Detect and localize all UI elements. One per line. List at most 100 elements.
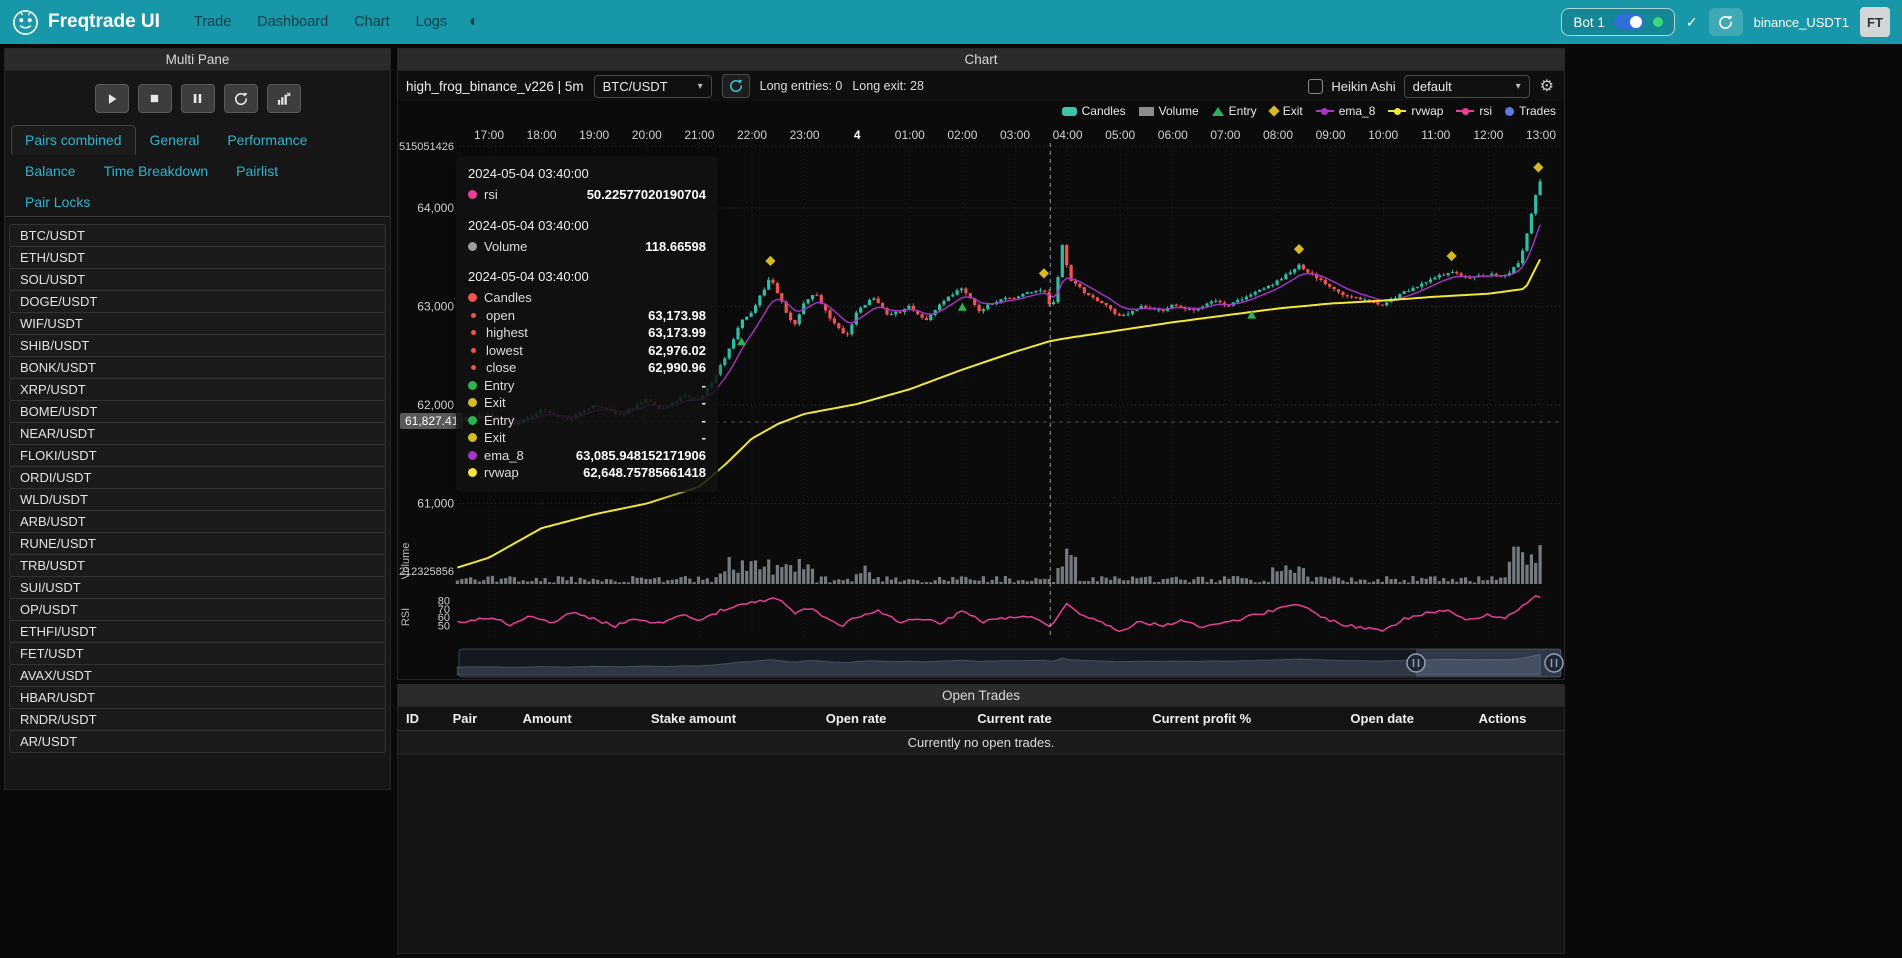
legend-exit[interactable]: Exit	[1268, 104, 1303, 118]
tooltip-label: close	[486, 360, 517, 375]
tooltip-label: open	[486, 307, 515, 323]
pair-item[interactable]: ETH/USDT	[9, 246, 386, 269]
legend-rsi[interactable]: rsi	[1456, 104, 1492, 118]
series-dot-icon	[471, 330, 476, 336]
heikin-ashi-checkbox[interactable]	[1308, 78, 1324, 94]
tooltip-row: Exit -	[468, 429, 706, 447]
pair-item[interactable]: RUNE/USDT	[9, 532, 386, 555]
legend-label: ema_8	[1338, 104, 1376, 118]
theme-toggle-icon[interactable]: ◐	[469, 13, 479, 30]
pause-button[interactable]	[180, 84, 215, 113]
tooltip-timestamp: 2024-05-04 03:40:00	[468, 166, 589, 181]
tab-time-breakdown[interactable]: Time Breakdown	[103, 163, 209, 179]
plot-config-value: default	[1412, 78, 1452, 94]
pair-item[interactable]: ETHFI/USDT	[9, 620, 386, 643]
tab-pairlist[interactable]: Pairlist	[236, 163, 279, 179]
legend-rvwap[interactable]: rvwap	[1388, 104, 1443, 118]
tooltip-label: Volume	[484, 238, 528, 254]
pair-select-value: BTC/USDT	[602, 78, 668, 94]
pair-item[interactable]: RNDR/USDT	[9, 708, 386, 731]
pair-item[interactable]: DOGE/USDT	[9, 290, 386, 313]
tab-pair-locks[interactable]: Pair Locks	[25, 194, 91, 210]
bot-selector[interactable]: Bot 1	[1561, 8, 1675, 36]
entry-legend-icon	[1211, 106, 1224, 116]
legend-label: rvwap	[1411, 104, 1444, 118]
tab-general[interactable]: General	[149, 132, 200, 148]
pair-item[interactable]: AVAX/USDT	[9, 664, 386, 687]
entry-marker	[736, 337, 746, 346]
tooltip-row: Entry -	[468, 412, 706, 430]
sidebar-tabs: Pairs combined General Performance Balance T…	[5, 125, 390, 217]
stop-button[interactable]	[137, 84, 172, 113]
chart-remove-button[interactable]	[266, 84, 301, 113]
nav-item-dashboard[interactable]: Dashboard	[257, 14, 329, 30]
tab-balance[interactable]: Balance	[25, 163, 76, 179]
legend-candles[interactable]: Candles	[1061, 104, 1126, 118]
entry-marker	[1247, 310, 1257, 319]
legend-ema-8[interactable]: ema_8	[1315, 104, 1376, 118]
pair-item[interactable]: WIF/USDT	[9, 312, 386, 335]
brand-title[interactable]: Freqtrade UI	[48, 11, 160, 32]
exit-marker	[1038, 268, 1050, 279]
tooltip-label: Exit	[484, 430, 506, 445]
multi-pane-panel: Multi Pane Pairs combined General Performa…	[4, 48, 391, 790]
bot-toggle[interactable]	[1613, 14, 1644, 30]
nav-item-chart[interactable]: Chart	[354, 14, 390, 30]
tab-pairs-combined[interactable]: Pairs combined	[11, 125, 136, 155]
column-open-date: Open date	[1342, 707, 1471, 731]
gear-icon[interactable]: ⚙	[1539, 78, 1554, 95]
column-stake-amount: Stake amount	[642, 707, 818, 731]
pair-item[interactable]: HBAR/USDT	[9, 686, 386, 709]
candle-chart[interactable]: 17:00 18:00 19:00 20:00 21:00 22:00 23:00 4 01:0…	[398, 101, 1564, 679]
pair-item[interactable]: ORDI/USDT	[9, 466, 386, 489]
svg-text:212325856: 212325856	[399, 566, 454, 578]
pair-item[interactable]: BTC/USDT	[9, 224, 386, 247]
svg-text:62,000: 62,000	[417, 398, 454, 412]
play-button[interactable]	[94, 84, 129, 113]
reload-button[interactable]	[223, 84, 258, 113]
pair-item[interactable]: NEAR/USDT	[9, 422, 386, 445]
tooltip-row: lowest 62,976.02	[468, 342, 706, 360]
tab-performance[interactable]: Performance	[227, 132, 308, 148]
tooltip-label: ema_8	[484, 447, 524, 463]
series-dot-icon	[468, 398, 477, 408]
svg-text:22:00: 22:00	[737, 128, 767, 142]
pair-item[interactable]: WLD/USDT	[9, 488, 386, 511]
volume-legend-icon	[1138, 106, 1154, 116]
svg-text:02:00: 02:00	[947, 128, 977, 142]
tooltip-label: Entry	[484, 412, 515, 428]
pair-item[interactable]: XRP/USDT	[9, 378, 386, 401]
legend-volume[interactable]: Volume	[1138, 104, 1199, 118]
pair-select[interactable]: BTC/USDT ▾	[593, 74, 712, 98]
pair-item[interactable]: SUI/USDT	[9, 576, 386, 599]
pair-item[interactable]: AR/USDT	[9, 730, 386, 753]
legend-label: Exit	[1282, 104, 1303, 118]
chevron-down-icon: ▾	[1515, 80, 1521, 92]
chart-refresh-button[interactable]	[721, 74, 750, 98]
pair-item[interactable]: TRB/USDT	[9, 554, 386, 577]
avatar[interactable]: FT	[1860, 7, 1890, 37]
pair-item[interactable]: FET/USDT	[9, 642, 386, 665]
pair-item[interactable]: OP/USDT	[9, 598, 386, 621]
nav-item-logs[interactable]: Logs	[415, 14, 448, 30]
pair-item[interactable]: BONK/USDT	[9, 356, 386, 379]
pair-item[interactable]: FLOKI/USDT	[9, 444, 386, 467]
nav-handle-left[interactable]	[1406, 653, 1426, 673]
pair-item[interactable]: ARB/USDT	[9, 510, 386, 533]
exit-marker	[1533, 162, 1544, 173]
series-dot-icon	[468, 380, 477, 390]
legend-entry[interactable]: Entry	[1211, 104, 1257, 118]
nav-item-trade[interactable]: Trade	[193, 14, 232, 30]
column-current-rate: Current rate	[969, 707, 1145, 731]
tooltip-label: Candles	[484, 290, 532, 305]
nav-handle-right[interactable]	[1544, 653, 1564, 673]
chart-toolbar: high_frog_binance_v226 | 5m BTC/USDT ▾ L…	[398, 71, 1564, 101]
pair-item[interactable]: BOME/USDT	[9, 400, 386, 423]
plot-config-select[interactable]: default ▾	[1403, 74, 1530, 98]
tooltip-label: Exit	[484, 395, 506, 410]
pair-item[interactable]: SOL/USDT	[9, 268, 386, 291]
series-dot-icon	[468, 293, 477, 303]
legend-trades[interactable]: Trades	[1505, 104, 1556, 118]
pair-item[interactable]: SHIB/USDT	[9, 334, 386, 357]
global-refresh-button[interactable]	[1708, 8, 1743, 36]
